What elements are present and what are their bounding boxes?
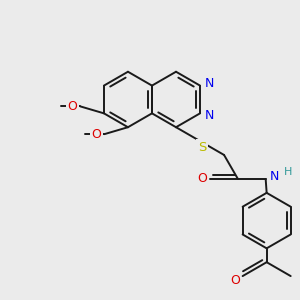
Text: O: O	[230, 274, 240, 286]
Text: O: O	[197, 172, 207, 185]
Text: N: N	[205, 109, 214, 122]
Text: H: H	[284, 167, 292, 177]
Text: O: O	[68, 100, 77, 113]
Text: N: N	[270, 170, 279, 184]
Text: S: S	[198, 140, 206, 154]
Text: O: O	[92, 128, 101, 141]
Text: N: N	[205, 77, 214, 90]
